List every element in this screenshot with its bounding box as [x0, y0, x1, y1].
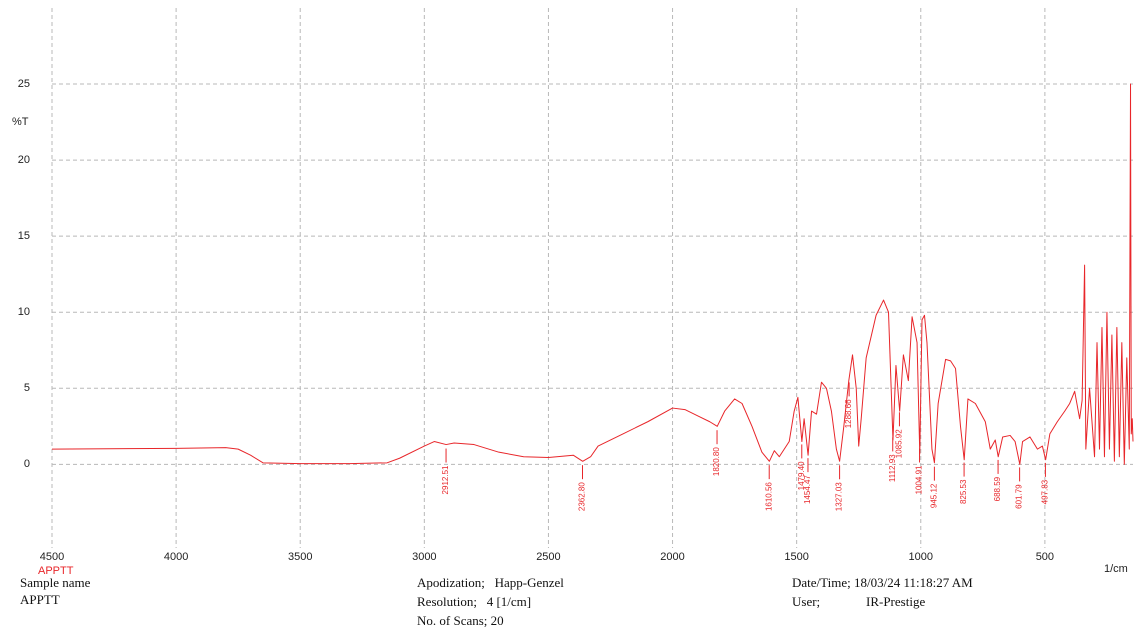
apodization: Apodization; Happ-Genzel: [417, 575, 564, 590]
sample-label: Sample name: [20, 575, 91, 590]
y-tick-label: 5: [24, 382, 30, 394]
peak-label: 1085.92: [895, 429, 904, 458]
spectrum-line: [51, 83, 1134, 465]
x-tick-label: 1000: [909, 551, 933, 563]
y-tick-label: 0: [24, 458, 30, 470]
y-tick-label: 15: [18, 230, 30, 242]
y-tick-label: 10: [18, 306, 30, 318]
user-label: User;: [792, 594, 820, 609]
peak-label: 1004.91: [915, 465, 924, 494]
peak-label: 1820.80: [712, 447, 721, 476]
y-tick-label: 20: [18, 154, 30, 166]
resolution: Resolution; 4 [1/cm]: [417, 594, 531, 609]
x-tick-label: 2500: [536, 551, 560, 563]
peak-label: 497.83: [1041, 479, 1050, 504]
x-tick-label: 3000: [412, 551, 436, 563]
x-tick-label: 1500: [784, 551, 808, 563]
peak-label: 1610.56: [764, 482, 773, 511]
x-tick-label: 3500: [288, 551, 312, 563]
peak-label: 945.12: [930, 483, 939, 508]
peak-label: 601.79: [1015, 484, 1024, 509]
peak-label: 1112.93: [888, 454, 897, 482]
peak-label: 1327.03: [835, 482, 844, 511]
x-axis-title: 1/cm: [1104, 563, 1128, 575]
peak-label: 1288.66: [844, 399, 853, 428]
peak-label: 1454.47: [803, 475, 812, 504]
scans: No. of Scans; 20: [417, 613, 504, 628]
sample-name: APPTT: [20, 592, 60, 607]
x-tick-label: 2000: [660, 551, 684, 563]
user: IR-Prestige: [866, 594, 925, 609]
y-tick-label: 25: [18, 78, 30, 90]
peak-label: 825.53: [959, 479, 968, 504]
peak-label: 2912.51: [441, 465, 450, 494]
x-tick-label: 500: [1036, 551, 1054, 563]
peak-label: 1479.40: [797, 461, 806, 490]
x-tick-label: 4000: [164, 551, 188, 563]
peak-label: 2362.80: [578, 482, 587, 511]
series-name: APPTT: [38, 565, 74, 577]
datetime: Date/Time; 18/03/24 11:18:27 AM: [792, 575, 973, 590]
peak-label: 688.59: [993, 476, 1002, 501]
x-tick-label: 4500: [40, 551, 64, 563]
y-axis-title: %T: [12, 116, 29, 128]
